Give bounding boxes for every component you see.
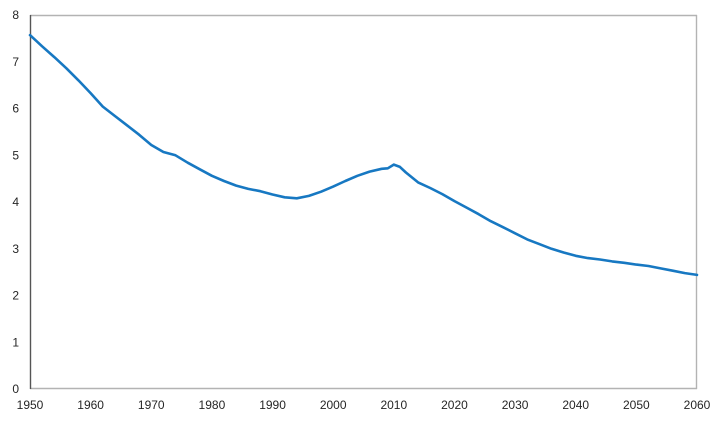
x-tick-label: 1960 [77, 398, 104, 412]
x-tick-label: 1990 [259, 398, 286, 412]
y-tick-label: 6 [12, 102, 19, 116]
x-tick-label: 2000 [320, 398, 347, 412]
x-tick-label: 2010 [380, 398, 407, 412]
x-tick-label: 1980 [199, 398, 226, 412]
x-tick-label: 2030 [502, 398, 529, 412]
y-tick-label: 4 [12, 195, 19, 209]
x-tick-label: 1950 [17, 398, 44, 412]
y-tick-label: 5 [12, 148, 19, 162]
x-tick-label: 2020 [441, 398, 468, 412]
x-tick-label: 2040 [562, 398, 589, 412]
y-tick-label: 8 [12, 8, 19, 22]
x-tick-label: 2060 [684, 398, 711, 412]
x-tick-label: 2050 [623, 398, 650, 412]
y-tick-label: 7 [12, 55, 19, 69]
y-tick-label: 0 [12, 382, 19, 396]
y-tick-label: 2 [12, 289, 19, 303]
y-tick-label: 3 [12, 242, 19, 256]
x-tick-label: 1970 [138, 398, 165, 412]
data-line-ratio [28, 33, 699, 277]
y-tick-label: 1 [12, 335, 19, 349]
